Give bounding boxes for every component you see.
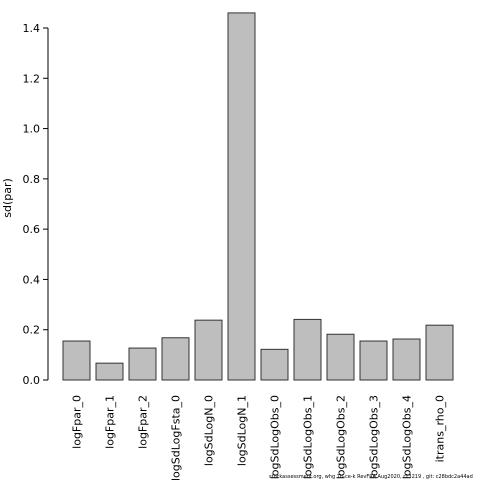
y-tick-label: 0.2 <box>23 324 41 337</box>
bar-itrans_rho_0 <box>425 324 454 381</box>
bar-logSdLogObs_1 <box>293 318 322 381</box>
y-tick-label: 0.8 <box>23 173 41 186</box>
bar-logSdLogN_1 <box>227 12 256 381</box>
bar-logFpar_0 <box>62 340 91 381</box>
y-tick-label: 0.4 <box>23 273 41 286</box>
x-tick-label: logSdLogN_1 <box>236 395 249 466</box>
x-tick-label: logFpar_2 <box>137 395 150 449</box>
x-tick-label: logSdLogObs_1 <box>302 395 315 479</box>
y-axis: 0.0 0.2 0.4 0.6 0.8 1.0 1.2 1.4 <box>23 22 49 387</box>
x-axis-labels: logFpar_0 logFpar_1 logFpar_2 logSdLogFsta_… <box>71 395 447 480</box>
x-tick-label: itrans_rho_0 <box>434 395 447 462</box>
bar-logSdLogFsta_0 <box>161 337 190 381</box>
x-tick-label: logSdLogFsta_0 <box>170 395 183 480</box>
bar-logSdLogObs_2 <box>326 333 355 381</box>
y-tick-label: 1.2 <box>23 72 41 85</box>
x-tick-label: logSdLogObs_4 <box>401 395 414 479</box>
bar-logSdLogObs_0 <box>260 348 289 381</box>
y-axis-title: sd(par) <box>1 178 14 218</box>
y-tick-label: 0.0 <box>23 374 41 387</box>
x-tick-label: logSdLogN_0 <box>203 395 216 466</box>
bar-logSdLogN_0 <box>194 319 223 381</box>
bar-logSdLogObs_4 <box>392 338 421 381</box>
x-tick-label: logSdLogObs_0 <box>269 395 282 479</box>
x-tick-label: logFpar_0 <box>71 395 84 449</box>
bar-logSdLogObs_3 <box>359 340 388 381</box>
bar-logFpar_1 <box>95 362 124 381</box>
x-tick-label: logSdLogObs_2 <box>335 395 348 479</box>
x-tick-label: logSdLogObs_3 <box>368 395 381 479</box>
bar-logFpar_2 <box>128 347 157 381</box>
x-tick-label: logFpar_1 <box>104 395 117 449</box>
y-tick-label: 0.6 <box>23 223 41 236</box>
y-tick-label: 1.0 <box>23 123 41 136</box>
bars <box>62 12 454 381</box>
y-tick-label: 1.4 <box>23 22 41 35</box>
footer-text: stockassessment.org, whg 7b-ce-k RevFRA … <box>269 474 473 480</box>
